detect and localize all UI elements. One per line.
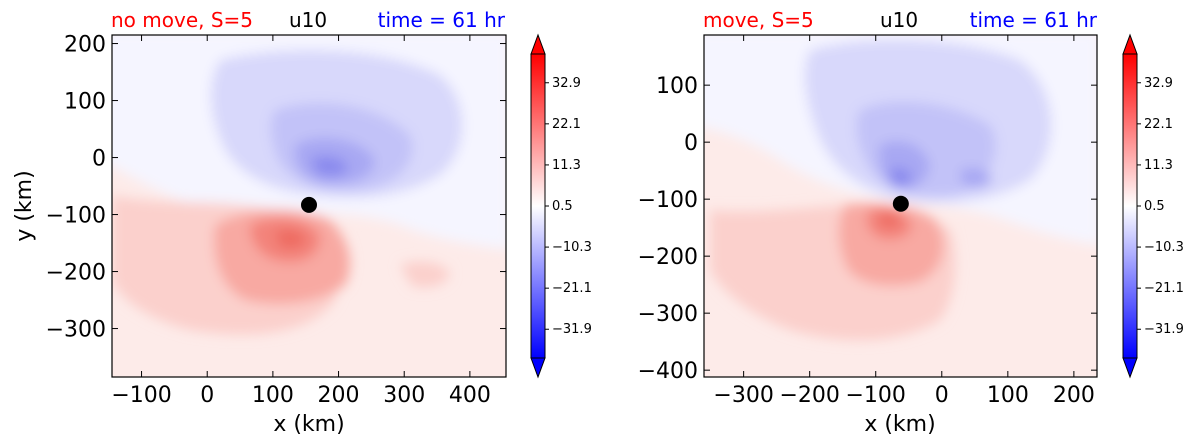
y-axis-label: y (km) [12,170,37,241]
y-tick-label: −400 [638,359,698,384]
y-tick-label: −100 [46,204,106,229]
colorbar-tick-label: 11.3 [552,158,581,173]
y-tick-label: −300 [638,302,698,327]
title-right: time = 61 hr [970,8,1098,32]
colorbar-tick-label: 32.9 [552,76,581,91]
y-tick-label: −300 [46,318,106,343]
colorbar-tick-label: −31.9 [1144,322,1184,337]
u10-field [112,35,506,377]
x-tick-label: 300 [383,383,425,408]
plot-frame [703,34,1098,378]
storm-center-marker [892,195,909,212]
colorbar-tick-label: 0.5 [1144,199,1165,214]
x-tick-label: 100 [987,383,1029,408]
colorbar-extend-min [530,357,546,379]
colorbar-tick-label: −10.3 [1144,240,1184,255]
y-tick-label: 200 [64,33,106,58]
colorbar: 32.9 22.1 11.3 0.5 −10.3 −21.1 −31.9 [1122,33,1184,379]
x-tick-label: 0 [935,383,949,408]
panel-no-move: no move, S=5 u10 time = 61 hr −100 0 100 20… [12,8,592,437]
colorbar-tick-label: 22.1 [552,117,581,132]
y-tick-label: 0 [684,131,698,156]
title-right: time = 61 hr [378,8,506,32]
colorbar-tick-label: −21.1 [1144,281,1184,296]
x-tick-label: 200 [1053,383,1095,408]
colorbar: 32.9 22.1 11.3 0.5 −10.3 −21.1 −31.9 [530,33,592,379]
x-tick-label: −200 [779,383,839,408]
colorbar-tick-label: −21.1 [552,281,592,296]
x-tick-label: −100 [111,383,171,408]
y-tick-label: −200 [638,245,698,270]
colorbar-extend-max [530,33,546,55]
title-center: u10 [289,8,327,32]
x-tick-label: 400 [449,383,491,408]
x-axis-label: x (km) [864,412,935,437]
colorbar-tick-label: −31.9 [552,322,592,337]
axis-ticks: −100 0 100 200 300 400 200 100 0 −100 −200 −300 [46,33,506,408]
colorbar-tick-label: −10.3 [552,240,592,255]
y-tick-label: 100 [64,90,106,115]
y-tick-label: −200 [46,261,106,286]
x-tick-label: −300 [713,383,773,408]
colorbar-tick-label: 0.5 [552,199,573,214]
colorbar-body [1122,53,1138,359]
colorbar-extend-min [1122,357,1138,379]
colorbar-tick-label: 22.1 [1144,117,1173,132]
x-tick-label: 200 [318,383,360,408]
panel-move: move, S=5 u10 time = 61 hr −300 −200 −100 0… [638,8,1184,437]
colorbar-body [530,53,546,359]
title-left: no move, S=5 [111,8,253,32]
storm-center-marker [301,196,317,213]
x-tick-label: −100 [846,383,906,408]
x-axis-label: x (km) [273,412,344,437]
y-tick-label: −100 [638,188,698,213]
plot-frame [111,34,507,378]
title-center: u10 [880,8,918,32]
x-tick-label: 100 [252,383,294,408]
colorbar-tick-label: 32.9 [1144,76,1173,91]
x-tick-label: 0 [200,383,214,408]
title-left: move, S=5 [703,8,814,32]
colorbar-tick-label: 11.3 [1144,158,1173,173]
y-tick-label: 100 [656,74,698,99]
colorbar-extend-max [1122,33,1138,55]
y-tick-label: 0 [92,147,106,172]
